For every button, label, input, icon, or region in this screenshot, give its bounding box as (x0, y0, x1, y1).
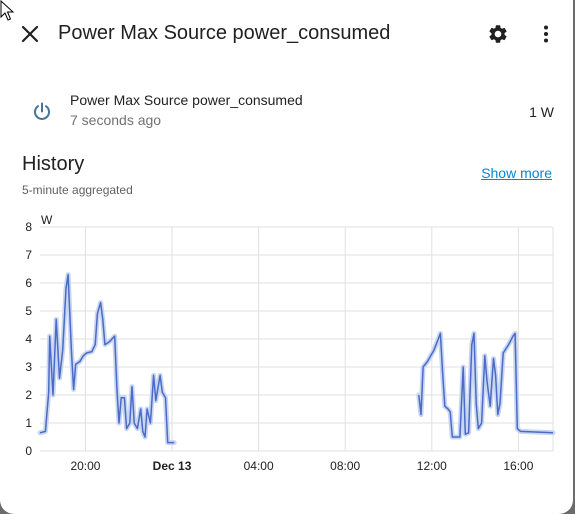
y-tick-label: 5 (25, 304, 32, 318)
entity-last-changed: 7 seconds ago (70, 112, 162, 128)
series-line (39, 273, 175, 444)
x-tick-label: Dec 13 (153, 459, 192, 473)
x-tick-label: 16:00 (503, 459, 533, 473)
close-button[interactable] (10, 14, 50, 54)
y-tick-label: 7 (25, 248, 32, 262)
entity-row[interactable]: Power Max Source power_consumed 7 second… (0, 84, 573, 140)
x-tick-label: 12:00 (417, 459, 447, 473)
history-subtitle: 5-minute aggregated (22, 183, 133, 197)
x-tick-label: 08:00 (330, 459, 360, 473)
entity-name: Power Max Source power_consumed (70, 92, 303, 108)
history-chart[interactable]: 0 1 2 3 4 5 6 7 8 20:00 Dec 13 04:00 08:00 12:00 16:00… (0, 206, 573, 474)
mouse-cursor-icon (0, 0, 15, 21)
x-tick-label: 04:00 (244, 459, 274, 473)
gear-icon (489, 25, 507, 43)
y-tick-label: 2 (25, 388, 32, 402)
y-tick-label: 0 (25, 444, 32, 458)
dialog-title: Power Max Source power_consumed (58, 22, 391, 44)
close-icon (21, 25, 39, 43)
more-options-button[interactable] (526, 14, 566, 54)
y-tick-label: 1 (25, 416, 32, 430)
dialog-header: Power Max Source power_consumed (0, 0, 573, 68)
history-title: History (22, 153, 85, 175)
x-tick-label: 20:00 (70, 459, 100, 473)
y-tick-label: 8 (25, 220, 32, 234)
y-tick-label: 3 (25, 360, 32, 374)
series-line (418, 332, 554, 438)
entity-state: 1 W (529, 104, 554, 120)
y-axis-unit-label: W (41, 213, 53, 227)
series-range-band (416, 330, 556, 440)
y-tick-label: 4 (25, 332, 32, 346)
more-vertical-icon (544, 25, 548, 43)
series-range-band (37, 272, 177, 446)
y-tick-label: 6 (25, 276, 32, 290)
power-icon (34, 102, 50, 120)
show-more-link[interactable]: Show more (481, 165, 552, 181)
settings-button[interactable] (478, 14, 518, 54)
